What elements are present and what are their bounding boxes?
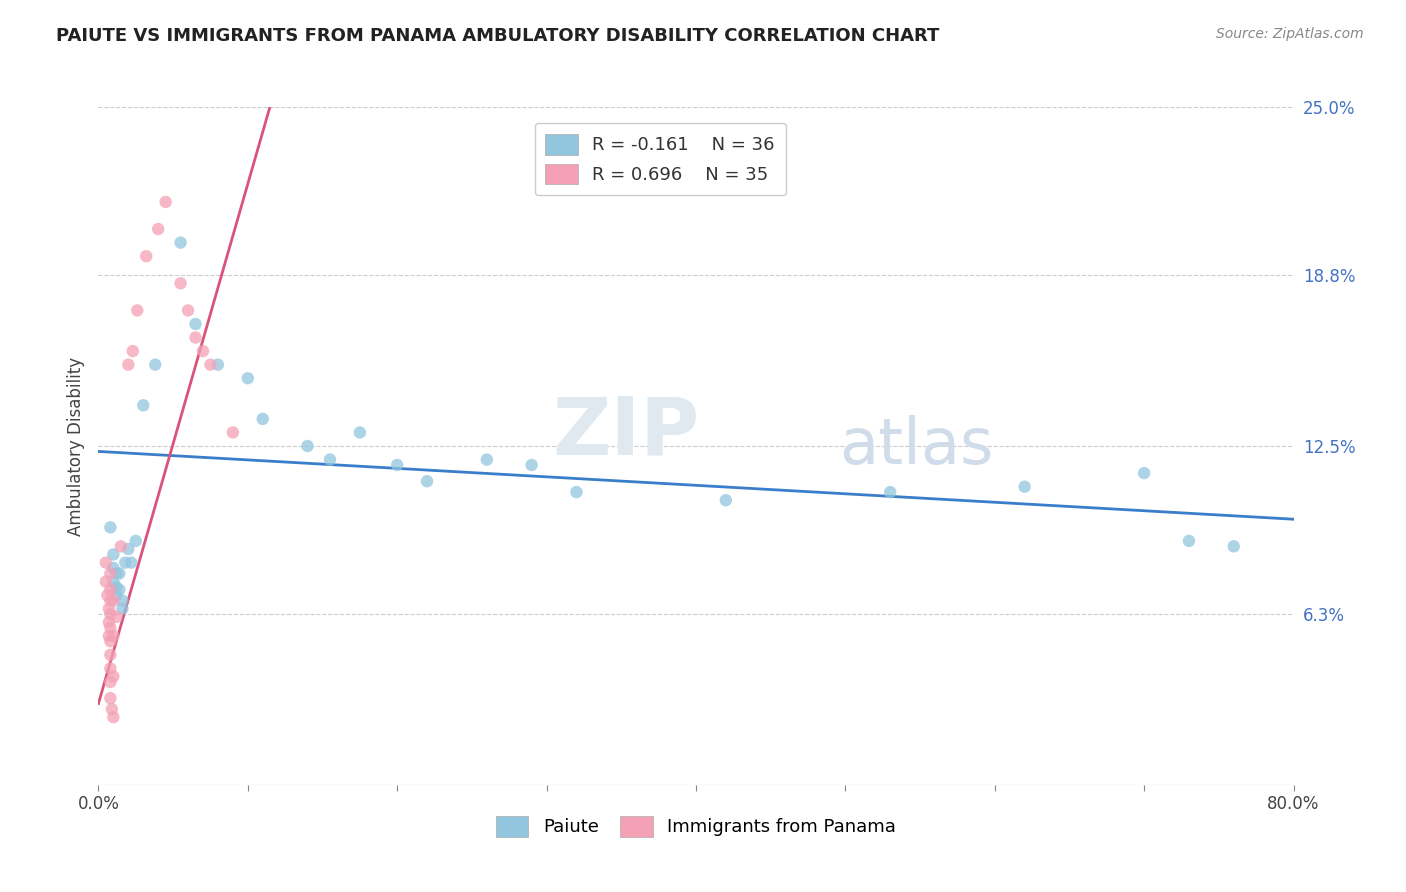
Point — [98, 607, 122, 621]
Point — [520, 458, 543, 472]
Point — [105, 588, 128, 602]
Point — [108, 582, 131, 597]
Point — [97, 629, 120, 643]
Point — [98, 621, 122, 635]
Point — [148, 222, 170, 236]
Text: Source: ZipAtlas.com: Source: ZipAtlas.com — [1216, 27, 1364, 41]
Point — [120, 556, 142, 570]
Point — [297, 439, 319, 453]
Point — [135, 249, 157, 263]
Text: PAIUTE VS IMMIGRANTS FROM PANAMA AMBULATORY DISABILITY CORRELATION CHART: PAIUTE VS IMMIGRANTS FROM PANAMA AMBULAT… — [56, 27, 939, 45]
Point — [98, 661, 122, 675]
Point — [127, 303, 149, 318]
Point — [1223, 539, 1246, 553]
Point — [101, 702, 124, 716]
Point — [98, 593, 122, 607]
Point — [191, 344, 214, 359]
Point — [475, 452, 498, 467]
Point — [200, 358, 222, 372]
Point — [349, 425, 371, 440]
Point — [385, 458, 409, 472]
Point — [117, 358, 139, 372]
Point — [98, 566, 122, 581]
Point — [94, 556, 117, 570]
Point — [98, 648, 122, 662]
Point — [207, 358, 229, 372]
Point — [143, 358, 166, 372]
Point — [111, 593, 134, 607]
Point — [110, 539, 132, 553]
Point — [222, 425, 245, 440]
Point — [103, 561, 125, 575]
Point — [97, 615, 120, 630]
Point — [105, 610, 128, 624]
Y-axis label: Ambulatory Disability: Ambulatory Disability — [66, 357, 84, 535]
Point — [108, 566, 131, 581]
Point — [879, 485, 901, 500]
Point — [132, 398, 155, 412]
Point — [103, 629, 125, 643]
Point — [97, 601, 120, 615]
Point — [155, 194, 177, 209]
Point — [103, 574, 125, 589]
Point — [565, 485, 588, 500]
Point — [319, 452, 342, 467]
Point — [184, 330, 207, 344]
Point — [103, 593, 125, 607]
Point — [98, 674, 122, 689]
Point — [1014, 480, 1036, 494]
Point — [117, 542, 139, 557]
Point — [416, 475, 439, 489]
Point — [94, 574, 117, 589]
Point — [184, 317, 207, 331]
Point — [105, 580, 128, 594]
Point — [169, 235, 191, 250]
Point — [177, 303, 200, 318]
Text: atlas: atlas — [839, 415, 994, 477]
Point — [98, 520, 122, 534]
Point — [105, 566, 128, 581]
Point — [98, 634, 122, 648]
Point — [96, 588, 118, 602]
Point — [98, 691, 122, 706]
Point — [98, 582, 122, 597]
Point — [114, 556, 136, 570]
Point — [103, 710, 125, 724]
Point — [236, 371, 259, 385]
Point — [121, 344, 143, 359]
Point — [1178, 533, 1201, 548]
Point — [125, 533, 148, 548]
Point — [252, 412, 274, 426]
Text: ZIP: ZIP — [553, 393, 700, 472]
Point — [111, 601, 134, 615]
Point — [103, 669, 125, 683]
Point — [169, 277, 191, 291]
Point — [103, 548, 125, 562]
Point — [1133, 466, 1156, 480]
Legend: Paiute, Immigrants from Panama: Paiute, Immigrants from Panama — [489, 808, 903, 844]
Point — [714, 493, 737, 508]
